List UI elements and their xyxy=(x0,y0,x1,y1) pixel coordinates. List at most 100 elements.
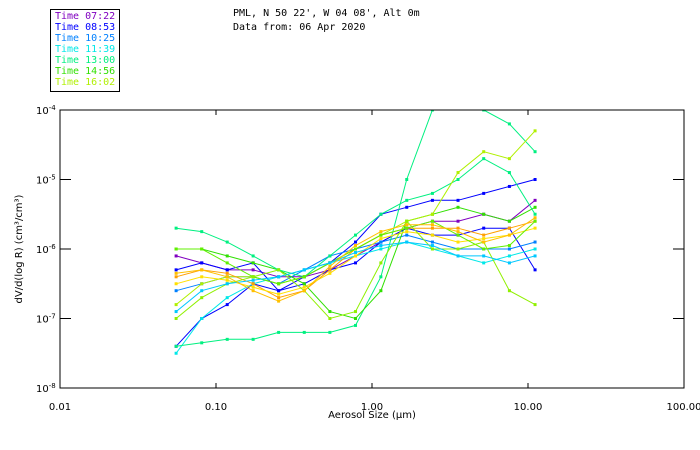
data-point xyxy=(200,317,204,320)
data-point xyxy=(328,254,332,258)
y-tick-base: 10 xyxy=(36,315,49,326)
data-point xyxy=(277,289,281,293)
data-point xyxy=(507,226,511,230)
data-point xyxy=(456,240,460,244)
data-point xyxy=(354,233,358,237)
data-point xyxy=(277,268,281,272)
data-point xyxy=(225,271,229,275)
data-point xyxy=(225,337,229,341)
data-point xyxy=(456,178,460,181)
data-point xyxy=(507,289,511,293)
data-point xyxy=(405,205,409,209)
chart-subtitle: Data from: 06 Apr 2020 xyxy=(233,22,366,33)
data-point xyxy=(482,247,486,251)
data-point xyxy=(354,310,358,314)
data-point xyxy=(430,198,434,202)
data-point xyxy=(533,129,537,133)
data-point xyxy=(533,240,537,244)
data-point xyxy=(379,244,383,248)
data-point xyxy=(405,223,409,227)
y-tick-label: 10-4 xyxy=(36,104,56,117)
data-point xyxy=(430,223,434,227)
series-line-5 xyxy=(176,110,536,347)
data-point xyxy=(277,330,281,334)
data-point xyxy=(200,275,204,279)
x-tick-label: 10.00 xyxy=(514,402,543,413)
data-point xyxy=(302,330,306,334)
data-point xyxy=(174,268,178,272)
y-tick-label: 10-8 xyxy=(36,382,56,395)
data-point xyxy=(507,184,511,188)
data-point xyxy=(354,247,358,251)
data-point xyxy=(200,268,204,272)
y-tick-label: 10-6 xyxy=(36,243,56,256)
data-point xyxy=(533,205,537,209)
x-tick-label: 0.10 xyxy=(205,402,227,413)
data-point xyxy=(533,150,537,154)
y-tick-base: 10 xyxy=(36,245,49,256)
data-point xyxy=(430,233,434,237)
data-point xyxy=(328,264,332,268)
series-line-9 xyxy=(175,220,536,299)
data-point xyxy=(225,261,229,265)
data-point xyxy=(507,233,511,237)
chart-title: PML, N 50 22', W 04 08', Alt 0m xyxy=(233,8,420,19)
data-point xyxy=(482,240,486,244)
data-point xyxy=(405,226,409,230)
data-point xyxy=(482,233,486,237)
data-point xyxy=(251,254,255,258)
data-point xyxy=(328,268,332,272)
data-point xyxy=(251,282,255,286)
data-point xyxy=(430,244,434,248)
legend-entry: Time 11:39 xyxy=(55,44,116,55)
data-point xyxy=(302,289,306,293)
series-line-14 xyxy=(176,217,536,302)
y-tick-exponent: -4 xyxy=(49,104,57,112)
data-point xyxy=(200,230,204,234)
data-point xyxy=(507,171,511,175)
data-point xyxy=(507,244,511,248)
y-axis-label: dV/d(log R) (cm³/cm³) xyxy=(14,194,25,303)
data-point xyxy=(405,240,409,244)
data-point xyxy=(225,278,229,282)
data-point xyxy=(328,271,332,275)
data-point xyxy=(174,275,178,279)
y-tick-base: 10 xyxy=(36,106,49,117)
data-point xyxy=(379,233,383,237)
data-point xyxy=(533,268,537,272)
data-point xyxy=(456,254,460,258)
data-point xyxy=(507,247,511,251)
data-point xyxy=(328,310,332,314)
data-point xyxy=(251,268,255,272)
legend-entry: Time 10:25 xyxy=(55,33,116,44)
data-point xyxy=(456,230,460,234)
data-point xyxy=(533,303,537,307)
series-line-4 xyxy=(175,241,536,354)
data-point xyxy=(328,261,332,265)
data-point xyxy=(251,285,255,289)
data-point xyxy=(225,303,229,307)
data-point xyxy=(379,212,383,216)
data-point xyxy=(174,226,178,230)
data-point xyxy=(430,212,434,216)
data-point xyxy=(533,178,537,181)
data-point xyxy=(277,282,281,286)
data-point xyxy=(430,247,434,251)
data-point xyxy=(482,226,486,230)
y-tick-exponent: -7 xyxy=(49,313,56,321)
data-point xyxy=(456,247,460,251)
data-point xyxy=(225,296,229,300)
data-point xyxy=(354,240,358,244)
data-point xyxy=(379,230,383,234)
data-point xyxy=(354,317,358,320)
y-tick-exponent: -5 xyxy=(49,174,56,182)
data-point xyxy=(225,282,229,286)
data-point xyxy=(533,216,537,220)
legend-entry: Time 14:56 xyxy=(55,66,116,77)
y-tick-label: 10-7 xyxy=(36,313,56,326)
data-point xyxy=(354,323,358,327)
y-tick-exponent: -8 xyxy=(49,382,56,390)
series-line-10 xyxy=(175,227,536,295)
data-point xyxy=(174,344,178,348)
data-point xyxy=(533,226,537,230)
